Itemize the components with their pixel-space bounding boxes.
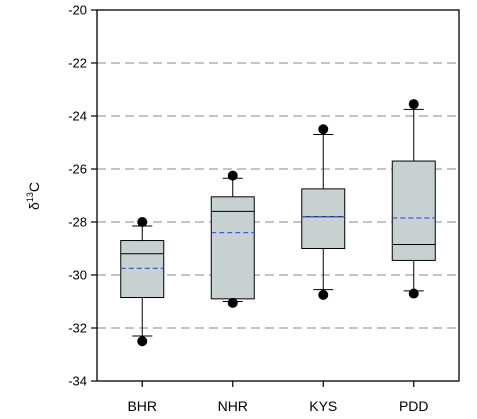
y-tick-label: -26	[68, 162, 87, 177]
y-axis-title-prefix: δ	[26, 202, 42, 210]
outlier-point	[408, 99, 419, 110]
box-iqr	[120, 240, 165, 299]
y-tick-label: -28	[68, 215, 87, 230]
x-axis: BHR NHR KYS PDD	[127, 381, 429, 414]
outlier-point	[137, 217, 148, 227]
box-nhr	[210, 170, 255, 308]
outlier-point	[227, 297, 238, 308]
box-iqr	[391, 160, 436, 261]
box-bhr	[120, 217, 165, 347]
x-category-label: NHR	[218, 398, 248, 414]
outlier-point	[137, 336, 148, 347]
outlier-point	[318, 124, 329, 135]
outlier-point	[227, 170, 238, 181]
y-tick-label: -24	[68, 109, 87, 124]
outlier-point	[318, 289, 329, 300]
x-category-label: PDD	[399, 398, 429, 414]
y-tick-label: -22	[68, 56, 87, 71]
y-axis-title-suffix: C	[26, 182, 42, 192]
outlier-point	[408, 288, 419, 299]
y-tick-label: -34	[68, 374, 87, 389]
y-axis-title: δ13C	[25, 182, 42, 210]
y-tick-label: -20	[68, 3, 87, 18]
box-pdd	[391, 99, 436, 299]
x-category-label: KYS	[309, 398, 337, 414]
y-axis-title-superscript: 13	[25, 192, 35, 202]
y-tick-label: -30	[68, 268, 87, 283]
box-series	[120, 99, 436, 347]
box-iqr	[301, 188, 346, 249]
box-iqr	[210, 196, 255, 300]
x-category-label: BHR	[127, 398, 157, 414]
y-axis: -34 -32 -30 -28 -26 -24 -22 -20	[68, 3, 97, 389]
box-kys	[301, 124, 346, 300]
plot-frame	[96, 9, 460, 382]
y-tick-label: -32	[68, 321, 87, 336]
